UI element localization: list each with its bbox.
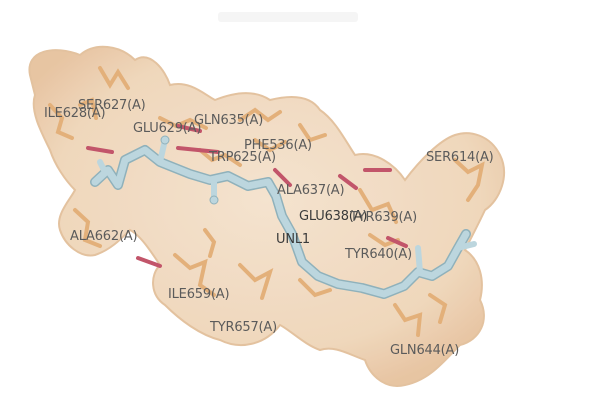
residue-stick xyxy=(203,228,217,258)
residue-label-glu638: GLU638(A) xyxy=(299,209,368,224)
ligand-molecule xyxy=(90,135,477,299)
residue-stick xyxy=(198,148,242,167)
residue-label-gln635: GLN635(A) xyxy=(194,113,264,128)
residue-label-tyr640: TYR640(A) xyxy=(345,247,412,262)
protein-surface xyxy=(28,45,505,387)
residue-label-ala637: ALA637(A) xyxy=(277,183,345,198)
residue-stick xyxy=(173,253,216,297)
residue-label-glu629: GLU629(A) xyxy=(133,121,202,136)
hbond-stick xyxy=(136,256,162,268)
hbond-stick xyxy=(86,146,114,154)
residue-stick xyxy=(238,263,274,300)
hbond-markers xyxy=(86,124,408,268)
residue-stick xyxy=(253,138,287,153)
residue-label-ile659: ILE659(A) xyxy=(168,287,230,302)
faint-watermark xyxy=(218,12,358,22)
residue-stick xyxy=(98,66,130,90)
hbond-stick xyxy=(176,146,220,154)
residue-label-ile628: ILE628(A) xyxy=(44,106,106,121)
residue-stick xyxy=(78,97,98,120)
residue-stick xyxy=(48,103,74,140)
residue-label-tyr639: TYR639(A) xyxy=(350,210,417,225)
residue-label-gln644: GLN644(A) xyxy=(390,343,460,358)
residue-stick xyxy=(238,107,282,123)
residue-label-ala662: ALA662(A) xyxy=(70,229,138,244)
residue-label-ser627: SER627(A) xyxy=(78,98,146,113)
residue-label-phe536: PHE536(A) xyxy=(244,138,312,153)
residue-stick xyxy=(298,123,327,143)
hbond-stick xyxy=(338,174,358,190)
residue-stick xyxy=(73,208,102,248)
residue-label-ser614: SER614(A) xyxy=(426,150,494,165)
residue-stick xyxy=(358,188,398,224)
residue-stick xyxy=(393,303,423,337)
ligand-label: UNL1 xyxy=(276,232,310,247)
residue-stick xyxy=(158,116,208,130)
residue-stick xyxy=(453,158,485,202)
hbond-stick xyxy=(176,124,202,133)
residue-label-tyr657: TYR657(A) xyxy=(210,320,277,335)
residue-label-trp625: TRP625(A) xyxy=(209,150,276,165)
hbond-stick xyxy=(386,236,408,248)
residue-stick xyxy=(298,278,332,298)
hbond-stick xyxy=(273,168,292,187)
residue-sticks xyxy=(48,66,485,337)
residue-stick xyxy=(428,293,448,324)
